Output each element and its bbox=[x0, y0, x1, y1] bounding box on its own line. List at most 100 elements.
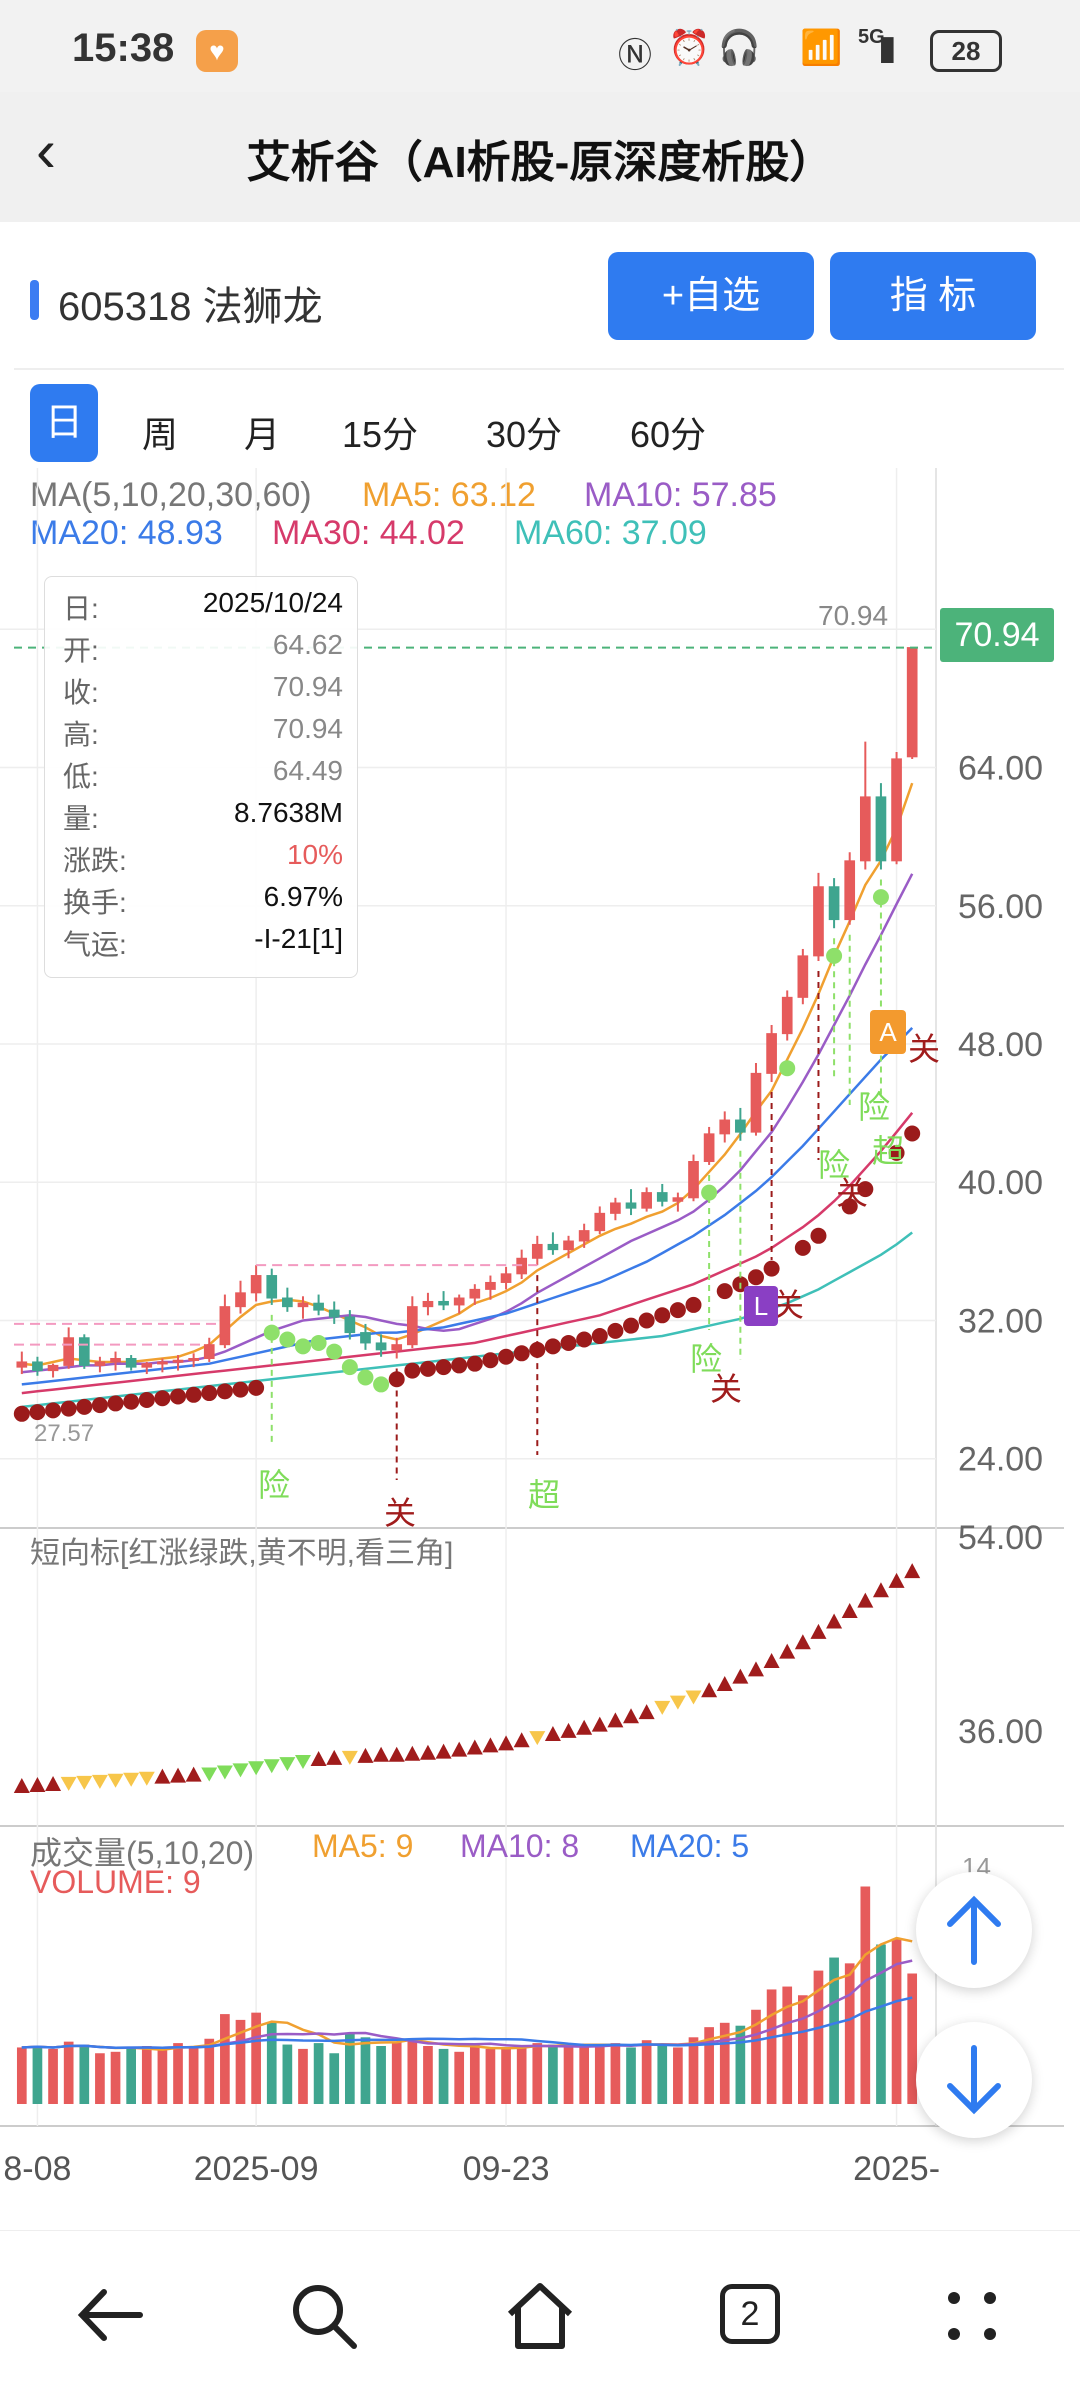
signal-dot bbox=[201, 1385, 218, 1402]
info-label-open: 开: bbox=[63, 635, 99, 666]
short-indicator-triangle bbox=[123, 1772, 140, 1787]
short-indicator-triangle bbox=[388, 1746, 405, 1762]
info-label-volume: 量: bbox=[63, 803, 99, 834]
info-label-date: 日: bbox=[63, 593, 99, 624]
tab-day[interactable]: 日 bbox=[30, 384, 98, 462]
signal-dot bbox=[451, 1357, 468, 1374]
y-tick-label: 64.00 bbox=[958, 750, 1043, 788]
volume-bar bbox=[641, 2040, 652, 2104]
tab-60min[interactable]: 60分 bbox=[630, 414, 707, 455]
volume-bar bbox=[501, 2047, 511, 2104]
volume-bar bbox=[485, 2048, 496, 2104]
short-indicator-triangle bbox=[732, 1668, 749, 1684]
nfc-icon: Ⓝ bbox=[618, 37, 652, 75]
arrow-down-icon bbox=[947, 2045, 1001, 2115]
short-indicator-triangle bbox=[810, 1623, 827, 1639]
info-value-turnover: 6.97% bbox=[263, 881, 343, 912]
candle-info-box: 日: 2025/10/24 开: 64.62 收: 70.94 高: 70.94… bbox=[44, 576, 358, 978]
x-tick-label: 09-23 bbox=[463, 2150, 550, 2188]
info-value-high: 70.94 bbox=[272, 713, 343, 744]
short-indicator-triangle bbox=[716, 1675, 733, 1691]
short-indicator-triangle bbox=[763, 1653, 780, 1669]
nav-menu-button[interactable] bbox=[940, 2284, 1004, 2353]
short-indicator-triangle bbox=[185, 1766, 202, 1782]
short-indicator-triangle bbox=[279, 1757, 296, 1772]
volume-bar bbox=[329, 2053, 340, 2104]
volume-title: 成交量(5,10,20) bbox=[30, 1835, 255, 1871]
candle-body bbox=[438, 1300, 449, 1306]
short-indicator-triangle bbox=[872, 1582, 889, 1598]
nav-tabs-button[interactable]: 2 bbox=[720, 2284, 780, 2344]
candle-body bbox=[750, 1072, 762, 1133]
candle-body bbox=[313, 1302, 324, 1311]
nav-home-button[interactable] bbox=[500, 2276, 580, 2361]
signal-dot bbox=[388, 1371, 405, 1388]
volume-bar bbox=[157, 2050, 168, 2104]
volume-bar bbox=[110, 2051, 121, 2104]
volume-bar bbox=[220, 2014, 230, 2104]
stock-chart[interactable]: 72.0064.0056.0048.0040.0032.0024.008-082… bbox=[0, 468, 1080, 2188]
tab-month[interactable]: 月 bbox=[244, 414, 281, 455]
short-indicator-triangle bbox=[107, 1773, 124, 1788]
candle-body bbox=[594, 1212, 606, 1232]
indicator-button[interactable]: 指 标 bbox=[830, 252, 1036, 340]
short-indicator-triangle bbox=[91, 1774, 108, 1789]
candle-body bbox=[235, 1292, 246, 1308]
short-indicator-triangle bbox=[638, 1704, 655, 1720]
battery-indicator: 28 bbox=[930, 30, 1002, 72]
signal-dot bbox=[810, 1227, 827, 1244]
short-indicator-triangle bbox=[841, 1603, 858, 1619]
volume-bar bbox=[610, 2043, 621, 2104]
volume-bar bbox=[79, 2044, 90, 2104]
short-indicator-triangle bbox=[466, 1739, 483, 1755]
nav-search-button[interactable] bbox=[284, 2276, 364, 2361]
network-type: 5G bbox=[858, 26, 885, 48]
y-tick-label: 24.00 bbox=[958, 1441, 1043, 1479]
info-label-low: 低: bbox=[63, 761, 99, 792]
volume-bar bbox=[16, 2047, 27, 2104]
short-indicator-triangle bbox=[154, 1768, 171, 1784]
signal-dot bbox=[623, 1317, 640, 1334]
volume-ma-10 bbox=[21, 1959, 913, 2049]
signal-label: 超 bbox=[528, 1477, 561, 1513]
back-icon[interactable]: ‹ bbox=[36, 117, 56, 184]
candle-body bbox=[141, 1363, 153, 1368]
signal-dot bbox=[170, 1388, 187, 1405]
signal-dot bbox=[794, 1239, 811, 1256]
volume-bar bbox=[95, 2053, 105, 2104]
signal-dot bbox=[841, 1198, 858, 1215]
volume-ma-20 bbox=[21, 1996, 913, 2049]
tab-15min[interactable]: 15分 bbox=[342, 414, 419, 455]
tab-week[interactable]: 周 bbox=[142, 414, 179, 455]
volume-bar bbox=[860, 1886, 871, 2104]
candle-body bbox=[16, 1361, 28, 1368]
volume-bar bbox=[798, 1995, 808, 2104]
signal-label: 险 bbox=[690, 1341, 723, 1377]
short-indicator-triangle bbox=[232, 1763, 249, 1778]
nav-back-button[interactable] bbox=[70, 2280, 150, 2355]
info-value-date: 2025/10/24 bbox=[202, 587, 343, 618]
signal-dot bbox=[701, 1184, 718, 1201]
scroll-up-button[interactable] bbox=[916, 1872, 1032, 1988]
short-indicator-triangle bbox=[419, 1744, 436, 1760]
candle-body bbox=[891, 758, 902, 862]
candle-body bbox=[391, 1344, 403, 1351]
short-indicator-triangle bbox=[326, 1749, 343, 1765]
signal-dot bbox=[154, 1390, 171, 1407]
signal-dot bbox=[888, 1144, 905, 1161]
signal-dot bbox=[138, 1391, 155, 1408]
volume-ma-5 bbox=[21, 1936, 913, 2052]
volume-bar bbox=[438, 2048, 449, 2104]
candle-body bbox=[282, 1297, 293, 1308]
signal-label: 超 bbox=[872, 1133, 905, 1169]
scroll-down-button[interactable] bbox=[916, 2022, 1032, 2138]
info-label-high: 高: bbox=[63, 719, 99, 750]
signal-dot bbox=[857, 1181, 874, 1198]
add-watchlist-button[interactable]: +自选 bbox=[608, 252, 814, 340]
headset-icon: 🎧 bbox=[718, 29, 761, 67]
short-indicator-triangle bbox=[826, 1613, 843, 1629]
tab-30min[interactable]: 30分 bbox=[486, 414, 563, 455]
volume-bar bbox=[829, 1957, 839, 2104]
signal-dot bbox=[576, 1331, 593, 1348]
signal-dot bbox=[91, 1397, 108, 1414]
